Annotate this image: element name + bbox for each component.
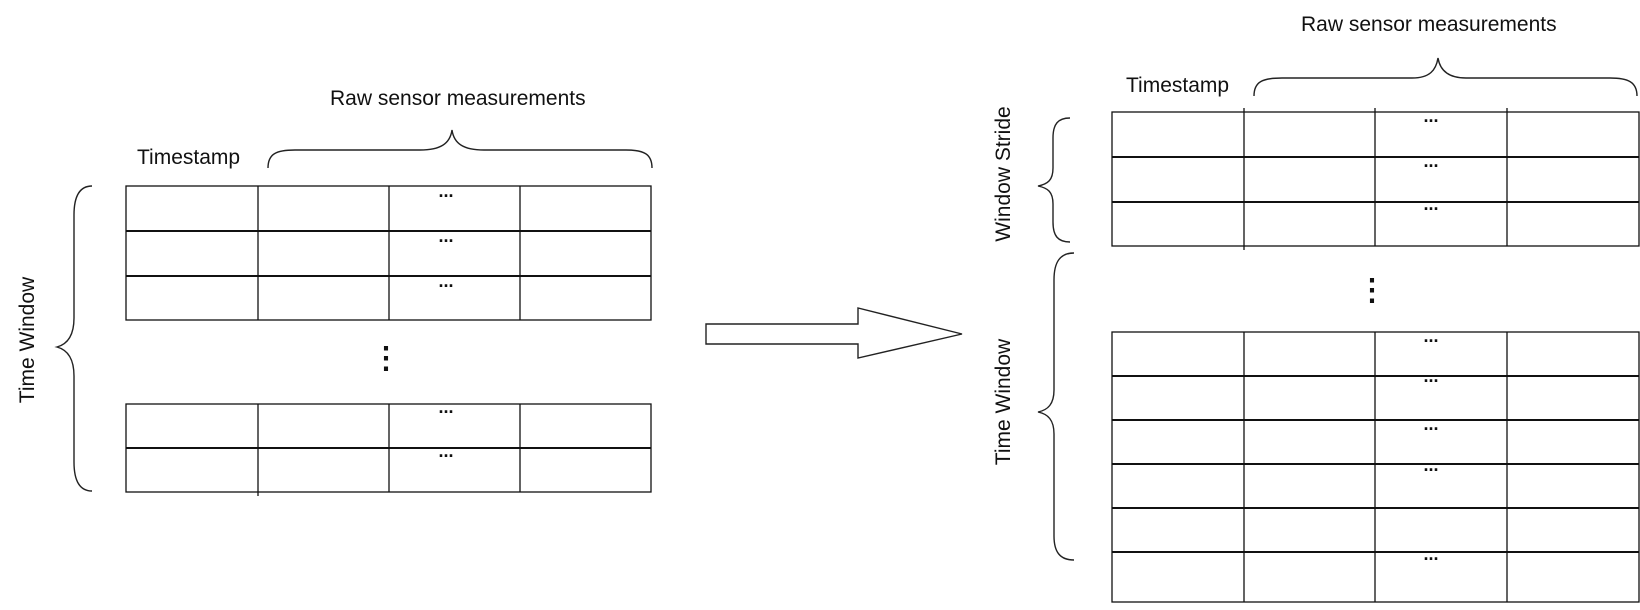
right-window-stride-label: Window Stride [992,106,1015,241]
left-time-window-brace [54,185,93,492]
left-timestamp-label: Timestamp [137,146,240,169]
right-time-window-label: Time Window [992,338,1015,465]
right-measurements-brace [1253,57,1638,97]
right-panel: Raw sensor measurements Timestamp Window… [992,13,1640,603]
right-ellipsis-row-3: ... [1423,194,1438,214]
right-table-bottom: ... ... ... ... ... [1111,326,1640,603]
left-table-bottom: ... ... [125,397,652,496]
right-ellipsis-row-4: ... [1423,326,1438,346]
right-ellipsis-row-7: ... [1423,455,1438,475]
left-measurements-brace [267,129,653,169]
transform-arrow-icon [705,307,963,359]
right-table-top: ... ... ... [1111,106,1640,250]
left-table-top: ... ... ... [125,181,652,321]
right-ellipsis-row-6: ... [1423,414,1438,434]
left-time-window-label: Time Window [16,276,39,403]
right-ellipsis-row-1: ... [1423,106,1438,126]
right-window-stride-brace [1037,117,1071,243]
left-ellipsis-row-5: ... [438,441,453,461]
left-ellipsis-row-4: ... [438,397,453,417]
right-time-window-brace [1037,252,1075,561]
left-ellipsis-row-3: ... [438,271,453,291]
right-vertical-ellipsis: ⋮ [1357,274,1387,307]
right-ellipsis-row-2: ... [1423,151,1438,171]
right-timestamp-label: Timestamp [1126,74,1229,97]
left-ellipsis-row-2: ... [438,226,453,246]
left-panel: Raw sensor measurements Timestamp Time W… [16,87,653,496]
right-ellipsis-row-8: ... [1423,544,1438,564]
left-vertical-ellipsis: ⋮ [371,342,401,375]
right-ellipsis-row-5: ... [1423,366,1438,386]
right-raw-sensor-label: Raw sensor measurements [1301,13,1557,36]
left-ellipsis-row-1: ... [438,181,453,201]
left-raw-sensor-label: Raw sensor measurements [330,87,586,110]
